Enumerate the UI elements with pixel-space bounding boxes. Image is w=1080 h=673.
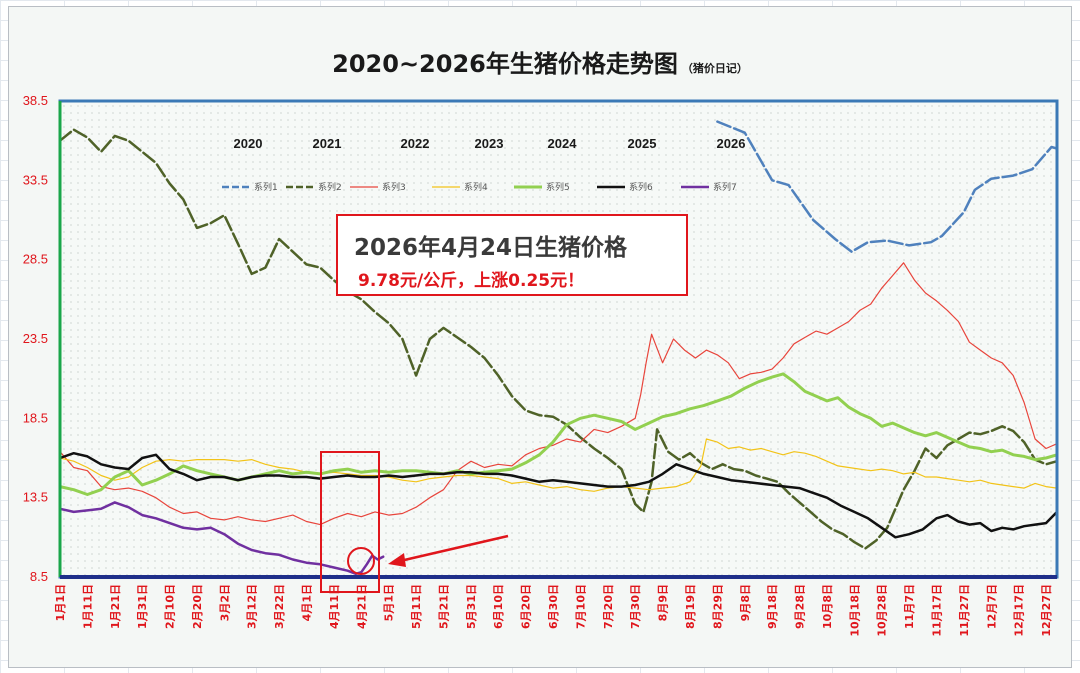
x-tick-label: 11月7日: [903, 584, 916, 629]
legend-label: 系列6: [629, 181, 653, 193]
price-callout-box: 2026年4月24日生猪价格 9.78元/公斤，上涨0.25元！: [336, 214, 688, 296]
callout-headline: 2026年4月24日生猪价格: [354, 235, 628, 261]
x-tick-label: 9月8日: [739, 584, 752, 621]
x-tick-label: 4月21日: [355, 584, 368, 629]
x-tick-label: 9月28日: [794, 584, 807, 629]
y-tick-label: 28.5: [23, 252, 48, 267]
callout-arrowhead: [388, 553, 406, 567]
x-tick-label: 12月27日: [1040, 584, 1053, 637]
chart-title-text: 2020~2026年生猪价格走势图: [332, 50, 678, 78]
x-tick-label: 8月19日: [684, 584, 697, 629]
x-tick-label: 10月8日: [821, 584, 834, 629]
plot-grid: [60, 101, 1057, 577]
y-tick-label: 38.5: [23, 93, 48, 108]
x-tick-label: 4月1日: [301, 584, 314, 621]
x-tick-label: 3月22日: [273, 584, 286, 629]
legend-label: 系列3: [382, 181, 406, 193]
series-line-1: [716, 120, 1059, 253]
year-label: 2023: [475, 136, 504, 151]
series-line-2: [58, 128, 1059, 550]
x-tick-label: 5月11日: [410, 584, 423, 629]
highlight-circle: [347, 547, 375, 575]
legend-label: 系列4: [464, 181, 488, 193]
chart-title: 2020~2026年生猪价格走势图 （猪价日记）: [0, 44, 1080, 79]
x-tick-label: 1月31日: [136, 584, 149, 629]
legend-label: 系列7: [713, 181, 737, 193]
x-tick-label: 4月11日: [328, 584, 341, 629]
x-tick-label: 10月18日: [848, 584, 861, 637]
callout-arrow: [399, 534, 509, 563]
x-tick-label: 9月18日: [766, 584, 779, 629]
y-tick-label: 13.5: [23, 490, 48, 505]
y-tick-label: 33.5: [23, 172, 48, 187]
x-tick-label: 6月20日: [520, 584, 533, 629]
series-line-6: [58, 451, 1059, 539]
legend-label: 系列1: [254, 181, 278, 193]
x-tick-label: 3月2日: [218, 584, 231, 621]
x-tick-label: 1月11日: [81, 584, 94, 629]
y-tick-label: 8.5: [30, 569, 48, 584]
x-tick-label: 5月1日: [383, 584, 396, 621]
y-tick-label: 18.5: [23, 410, 48, 425]
y-tick-label: 23.5: [23, 331, 48, 346]
x-tick-label: 7月30日: [629, 584, 642, 629]
x-tick-label: 2月10日: [164, 584, 177, 629]
x-tick-label: 11月17日: [930, 584, 943, 637]
x-tick-label: 1月21日: [109, 584, 122, 629]
year-label: 2020: [234, 136, 263, 151]
x-tick-label: 6月10日: [492, 584, 505, 629]
series-line-3: [59, 262, 1058, 526]
x-tick-label: 7月10日: [574, 584, 587, 629]
year-label: 2024: [548, 136, 578, 151]
x-tick-label: 11月27日: [958, 584, 971, 637]
x-tick-label: 5月21日: [437, 584, 450, 629]
series-line-4: [59, 438, 1058, 492]
x-tick-label: 8月29日: [711, 584, 724, 629]
x-tick-label: 8月9日: [657, 584, 670, 621]
legend-label: 系列5: [546, 181, 570, 193]
x-tick-label: 12月7日: [985, 584, 998, 629]
x-tick-label: 6月30日: [547, 584, 560, 629]
year-label: 2026: [717, 136, 746, 151]
chart-subtitle: （猪价日记）: [681, 62, 748, 75]
legend-label: 系列2: [318, 181, 342, 193]
x-tick-label: 7月20日: [602, 584, 615, 629]
x-tick-label: 3月12日: [246, 584, 259, 629]
x-tick-label: 12月17日: [1013, 584, 1026, 637]
year-label: 2025: [628, 136, 657, 151]
x-tick-label: 5月31日: [465, 584, 478, 629]
callout-detail: 9.78元/公斤，上涨0.25元！: [358, 271, 585, 291]
x-tick-label: 2月20日: [191, 584, 204, 629]
highlight-box: [320, 451, 380, 593]
year-label: 2022: [401, 136, 430, 151]
x-tick-label: 10月28日: [876, 584, 889, 637]
x-tick-label: 1月1日: [54, 584, 67, 621]
year-label: 2021: [313, 136, 342, 151]
